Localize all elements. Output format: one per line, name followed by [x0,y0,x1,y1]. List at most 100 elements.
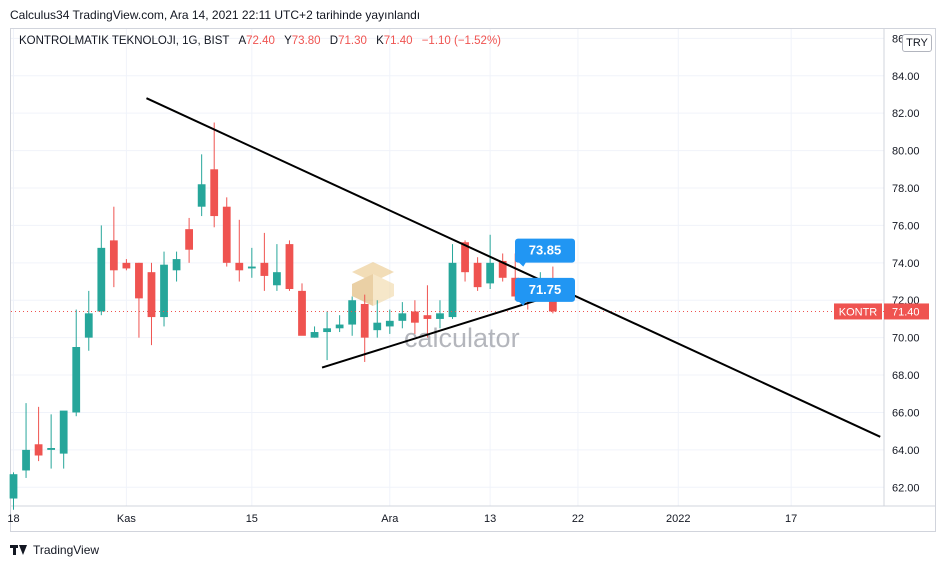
candle-body [285,244,294,290]
close-value: 71.40 [383,35,413,47]
tradingview-logo-icon [10,544,28,556]
candle-body [47,448,56,450]
candle [147,262,156,346]
x-tick-label: 2022 [666,513,690,525]
candle [97,225,106,316]
candle-body [22,449,30,471]
last-price-symbol-box [834,303,882,320]
candle [323,311,331,361]
candle-body [548,292,557,312]
candle [398,302,407,329]
candle [235,219,244,282]
candle [185,217,194,263]
y-tick-label: 84.00 [892,71,920,83]
watermark-text: calculator [404,323,520,353]
candle-body [210,169,219,217]
candle [273,244,281,291]
candle-body [185,229,194,250]
candle-body [298,290,306,336]
candle [410,300,419,334]
candle-body [498,260,507,278]
change-value: −1.10 (−1.52%) [421,35,501,47]
candle [59,410,68,469]
candle [473,257,482,291]
high-value: 73.80 [291,35,321,47]
candle-body [260,262,269,276]
candle [498,253,507,282]
candle-body [97,247,106,312]
x-tick-label: 15 [246,513,258,525]
candle-body [310,332,319,338]
y-axis: 62.0064.0066.0068.0070.0072.0074.0076.00… [883,29,920,506]
candle [222,197,231,267]
candle-body [247,266,256,269]
candle [461,240,469,282]
y-tick-label: 70.00 [892,333,920,345]
candle-body [348,300,357,325]
trendlines [146,97,881,438]
candle [348,296,357,336]
currency-button[interactable]: TRY [902,34,932,52]
candle-body [423,315,432,319]
candle-body [72,347,81,413]
candle [360,294,369,362]
y-tick-label: 80.00 [892,146,920,158]
candle [9,472,18,510]
candle-body [235,262,244,271]
candle [47,414,56,469]
candle-body [122,262,131,269]
candle [34,406,43,462]
candle [72,309,81,417]
price-callout: 73.85 [515,238,575,267]
candle-body [461,242,469,273]
candle [197,154,206,217]
candle [247,247,256,278]
candle [385,309,394,334]
x-tick-label: 18 [7,513,19,525]
candle [135,262,143,338]
candle-body [373,322,382,331]
candle [84,290,93,351]
candle-body [410,311,419,323]
callout-label: 71.75 [529,282,562,297]
footer: TradingView [10,543,99,557]
last-price-value: 71.40 [892,306,920,318]
candle-body [135,262,143,299]
candle [310,326,319,338]
callouts: 73.85 71.75 [515,238,575,306]
close-label: K [376,35,384,47]
candle [160,251,168,327]
callout-box [515,238,575,263]
candle-body [172,259,181,271]
candle [373,300,382,338]
y-tick-label: 74.00 [892,258,920,270]
chart-frame [10,28,936,532]
last-price-label: KONTR 71.40 [834,303,929,320]
last-price-symbol: KONTR [839,306,878,318]
y-tick-label: 64.00 [892,445,920,457]
candles [9,122,557,510]
callout-pointer [517,299,527,306]
candle [109,206,118,288]
candle-body [398,313,407,321]
publish-line: Calculus34 TradingView.com, Ara 14, 2021… [10,8,421,22]
y-tick-label: 78.00 [892,183,920,195]
watermark-logo-icon [352,262,394,306]
callout-box [515,277,575,302]
x-tick-label: 13 [484,513,496,525]
x-tick-label: Kas [117,513,136,525]
candle-body [59,410,68,454]
candle-body [323,328,331,333]
candle [448,244,457,319]
last-price-value-box [884,303,929,320]
candle-body [222,206,231,263]
footer-brand: TradingView [33,543,100,557]
candle [122,259,131,271]
x-axis: 18 Kas 15 Ara 13 22 2022 17 [7,505,935,525]
trendline-support [321,288,574,369]
candle-body [273,272,281,286]
trendline-resistance [146,97,881,438]
open-value: 72.40 [246,35,275,47]
candle [335,315,344,333]
